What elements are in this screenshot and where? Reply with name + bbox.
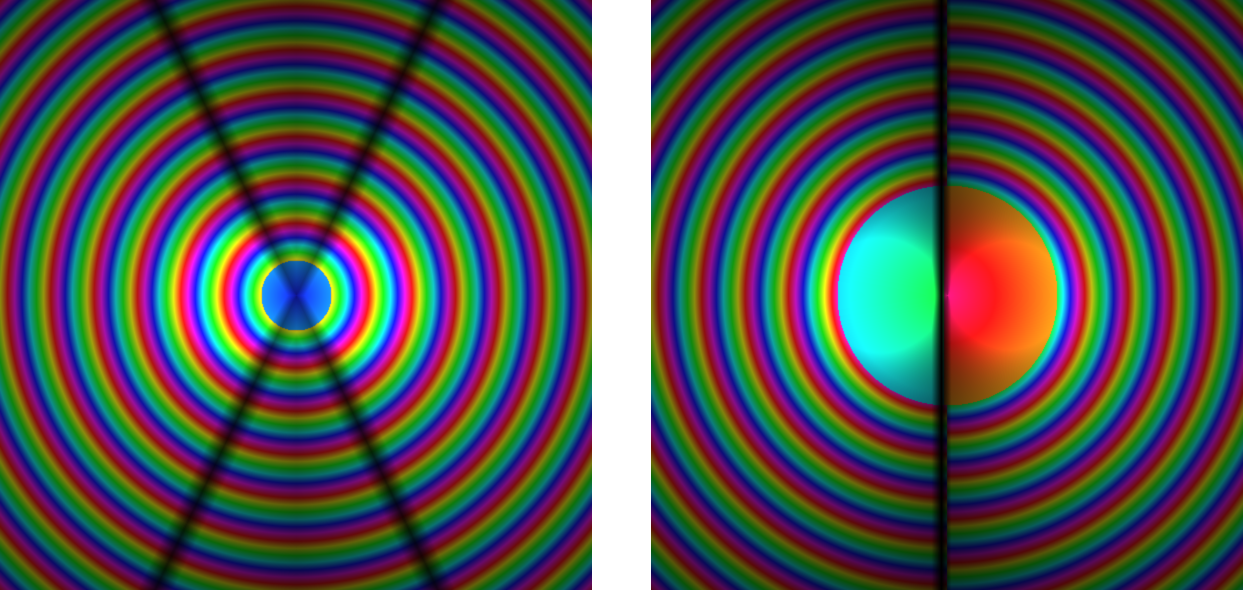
right-field-image [651, 0, 1243, 590]
antisymmetric-phase-plot [651, 0, 1243, 590]
left-field-image [0, 0, 592, 590]
dipole-phase-plot [0, 0, 592, 590]
